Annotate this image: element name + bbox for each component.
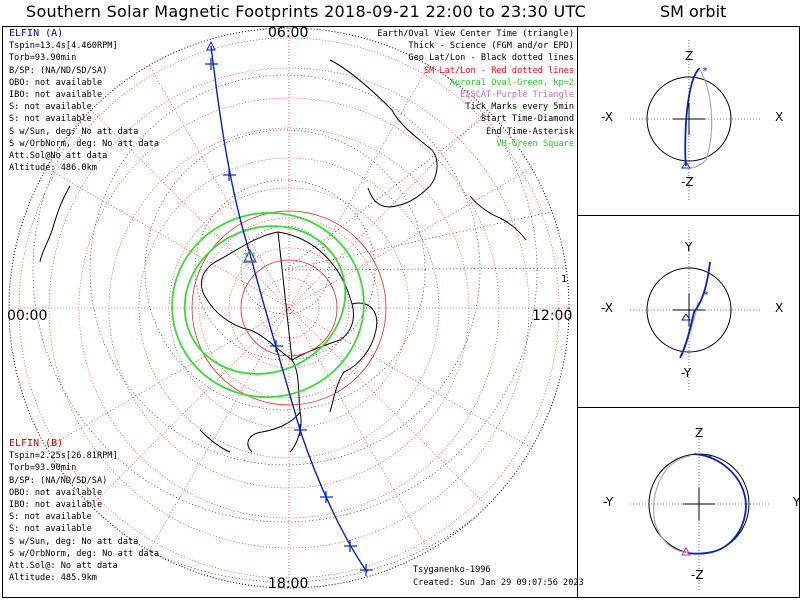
elfin-a-info: ELFIN (A) Tspin=13.4s[4.460RPM] Torb=93.9… <box>9 28 159 174</box>
elfin-a-line: OBO: not available <box>9 77 103 88</box>
elfin-a-line: Tspin=13.4s[4.460RPM] <box>9 41 118 52</box>
orbit-axis-right-label: Y <box>793 495 800 509</box>
elfin-b-line: IBO: not available <box>9 500 103 511</box>
elfin-a-line: IBO: not available <box>9 90 103 101</box>
elfin-a-header: ELFIN (A) <box>9 28 64 39</box>
map-boundary <box>8 27 570 589</box>
elfin-b-line: B/SP: (NA/ND/SD/SA) <box>9 475 108 486</box>
orbit-axis-top-label: Y <box>685 240 693 254</box>
orbit-panel-title: SM orbit <box>660 2 727 21</box>
mlt-label-left: 00:00 <box>7 308 48 324</box>
orbit-axis-left-label: -X <box>601 110 613 124</box>
elfin-b-line: Altitude: 485.9km <box>9 573 97 584</box>
orbit-axis-right-label: X <box>775 110 784 124</box>
legend-item: Earth/Oval View Center Time (triangle) <box>377 29 574 39</box>
elfin-b-line: S: not available <box>9 524 92 535</box>
elfin-b-line: Torb=93.90min <box>9 463 77 474</box>
orbit-axis-left-label: -Y <box>603 495 614 509</box>
page-title: Southern Solar Magnetic Footprints 2018-… <box>26 2 587 21</box>
elfin-a-line: Altitude: 486.0km <box>9 163 97 174</box>
edge-mark-right: 1 <box>561 274 567 285</box>
legend-item: End Time-Asterisk <box>486 126 574 137</box>
legend: Earth/Oval View Center Time (triangle) Th… <box>377 28 574 150</box>
elfin-b-line: S w/Sun, deg: No att data <box>9 536 139 547</box>
auroral-oval <box>171 211 365 399</box>
start-diamond <box>206 40 216 51</box>
elfin-a-line: S w/OrbNorm, deg: No att data <box>9 138 160 149</box>
elfin-b-line: S: not available <box>9 512 92 523</box>
elfin-b-line: Tspin=2.25s[26.81RPM] <box>9 451 118 462</box>
view-center-triangle <box>243 248 257 263</box>
elfin-a-line: S: not available <box>9 114 92 125</box>
created-timestamp: Created: Sun Jan 29 09:07:56 2023 <box>413 578 584 588</box>
mlt-label-bottom: 18:00 <box>268 576 309 592</box>
legend-item: Geo Lat/Lon - Black dotted lines <box>408 53 574 64</box>
elfin-a-track <box>205 40 373 576</box>
sm-latitude-circles <box>191 210 387 406</box>
orbit-axis-top-label: Z <box>685 49 694 63</box>
elfin-a-line: S: not available <box>9 102 92 113</box>
orbit-axis-bottom-label: -Y <box>681 366 692 380</box>
elfin-b-line: OBO: not available <box>9 487 103 498</box>
orbit-axis-right-label: X <box>775 301 784 315</box>
elfin-a-line: Att.Sol@No att data <box>9 151 108 162</box>
svg-text:*: * <box>702 66 708 77</box>
svg-text:*: * <box>707 453 713 464</box>
orbit-panel-xz: * <box>630 40 760 200</box>
orbit-axis-bottom-label: -Z <box>681 175 694 189</box>
model-credit: Tsyganenko-1996 <box>413 565 491 575</box>
elfin-b-line: Att.Sol@: No att data <box>9 561 118 572</box>
elfin-a-line: Torb=93.90min <box>9 53 77 64</box>
legend-item: SM Lat/Lon - Red dotted lines <box>423 65 574 76</box>
legend-item: EISCAT-Purple Triangle <box>460 90 574 101</box>
vh-square <box>245 252 255 262</box>
legend-item: Thick - Science (FGM and/or EPD) <box>408 41 574 52</box>
mlt-label-top: 06:00 <box>268 25 309 41</box>
legend-item: Start Time-Diamond <box>480 114 574 125</box>
elfin-b-info: ELFIN (B) Tspin=2.25s[26.81RPM] Torb=93.9… <box>9 438 159 584</box>
orbit-panel-yz: * <box>630 430 770 590</box>
elfin-a-line: B/SP: (NA/ND/SD/SA) <box>9 65 108 76</box>
elfin-b-line: S w/OrbNorm, deg: No att data <box>9 548 160 559</box>
orbit-axis-top-label: Z <box>695 426 704 440</box>
elfin-a-line: S w/Sun, deg: No att data <box>9 126 139 137</box>
orbit-axis-bottom-label: -Z <box>691 568 704 582</box>
legend-item: VH-Green Square <box>496 138 574 149</box>
orbit-panel-xy: * <box>630 230 760 390</box>
orbit-axis-left-label: -X <box>601 301 613 315</box>
legend-item: Tick Marks every 5min <box>465 102 574 113</box>
mlt-label-right: 12:00 <box>532 308 573 324</box>
sm-grid <box>9 28 569 588</box>
legend-item: Auroral Oval-Green, kp=2 <box>449 77 574 88</box>
svg-text:*: * <box>703 290 709 301</box>
elfin-b-header: ELFIN (B) <box>9 438 64 449</box>
